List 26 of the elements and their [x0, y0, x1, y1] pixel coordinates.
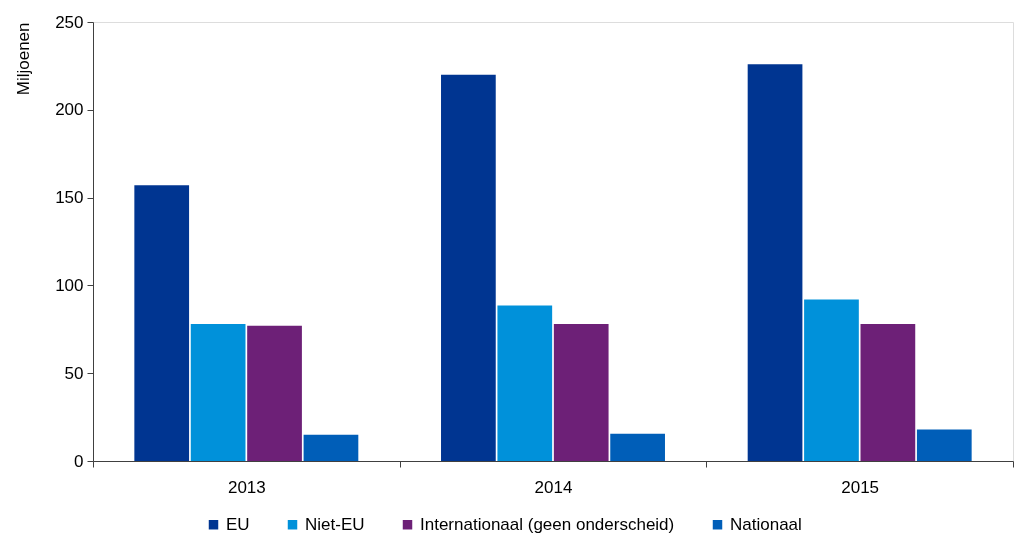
legend-label: EU [226, 514, 250, 534]
bar [134, 185, 190, 461]
bar [916, 429, 972, 461]
bar [804, 299, 859, 461]
bar [497, 305, 553, 461]
bar [441, 74, 496, 461]
bar [303, 434, 359, 461]
legend-label: Nationaal [730, 514, 802, 534]
bar [553, 324, 609, 461]
bar [860, 324, 916, 461]
y-tick-label: 150 [55, 188, 84, 208]
y-tick-label: 0 [74, 451, 84, 471]
legend-label: Niet-EU [305, 514, 365, 534]
y-tick-label: 50 [64, 363, 84, 383]
y-tick-label: 100 [55, 275, 84, 295]
x-tick-label: 2015 [841, 477, 880, 497]
bar [190, 324, 246, 461]
legend-label: Internationaal (geen onderscheid) [420, 514, 675, 534]
y-axis-title: Miljoenen [14, 22, 34, 96]
x-tick-label: 2013 [227, 477, 266, 497]
bar [610, 433, 665, 461]
bar [247, 325, 302, 461]
bar [747, 64, 803, 461]
y-tick-label: 200 [55, 100, 84, 120]
x-tick-label: 2014 [534, 477, 573, 497]
y-tick-label: 250 [55, 12, 84, 32]
